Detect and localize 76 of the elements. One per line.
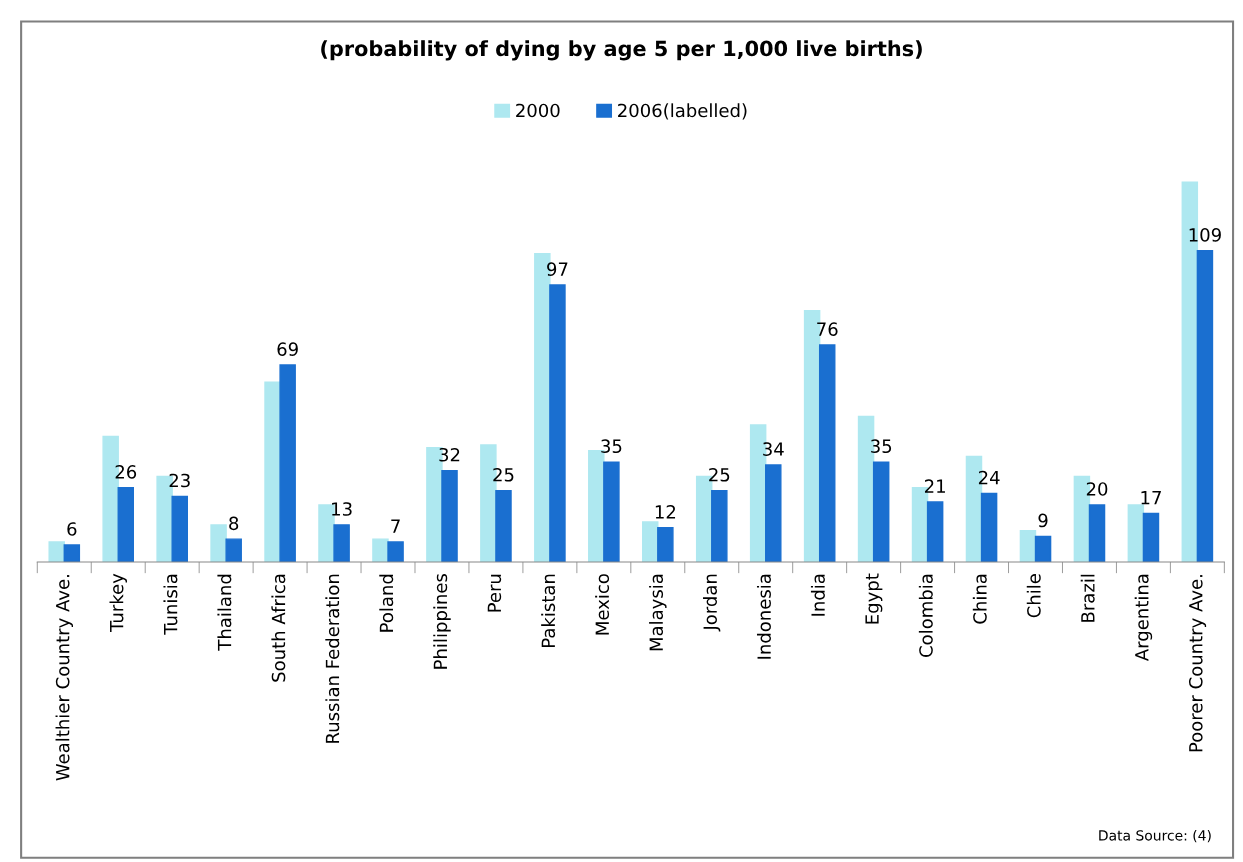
x-tick-label: Pakistan xyxy=(541,574,556,647)
chart-title: (probability of dying by age 5 per 1,000 live births) xyxy=(321,40,922,61)
data-label: 25 xyxy=(493,467,514,482)
bar xyxy=(372,538,389,563)
x-tick-label: Malaysia xyxy=(649,574,667,651)
x-tick-label: Wealthier Country Ave. xyxy=(55,575,74,781)
legend-label: 2006(labelled) xyxy=(618,103,747,120)
x-tick-label: India xyxy=(810,574,825,616)
bar xyxy=(818,344,836,563)
bar xyxy=(603,461,620,563)
x-tick-label: Poorer Country Ave. xyxy=(1188,575,1207,752)
bar xyxy=(225,538,242,563)
bar xyxy=(495,489,512,563)
data-label: 109 xyxy=(1189,228,1221,242)
x-tick-label: China xyxy=(972,574,987,624)
x-tick-label: Russian Federation xyxy=(325,574,340,743)
data-label: 76 xyxy=(817,322,838,336)
data-label: 35 xyxy=(601,439,622,454)
bar xyxy=(441,469,458,563)
data-label: 7 xyxy=(391,519,400,533)
data-label: 12 xyxy=(655,505,676,519)
legend-label: 2000 xyxy=(516,103,560,118)
x-tick-label: Tunisia xyxy=(163,574,178,635)
data-label: 21 xyxy=(924,479,945,493)
x-tick-label: Philippines xyxy=(433,574,451,669)
bar xyxy=(1088,504,1106,563)
bar xyxy=(171,495,188,563)
bar xyxy=(980,492,998,563)
bar xyxy=(1196,250,1214,563)
data-label: 97 xyxy=(547,262,568,276)
data-label: 32 xyxy=(439,447,460,462)
data-label: 8 xyxy=(229,516,239,531)
x-tick-label: Indonesia xyxy=(756,574,771,659)
bar xyxy=(1034,535,1052,563)
data-label: 35 xyxy=(871,439,892,454)
bar xyxy=(657,527,674,563)
bar xyxy=(210,524,227,563)
bar xyxy=(279,364,296,563)
bar xyxy=(765,464,782,563)
bar xyxy=(333,524,350,563)
bar xyxy=(1127,504,1145,563)
source-note: Data Source: (4) xyxy=(1099,829,1211,843)
bar xyxy=(926,501,944,563)
data-label: 23 xyxy=(169,473,190,488)
data-label: 26 xyxy=(115,465,137,479)
data-label: 34 xyxy=(763,442,784,456)
data-label: 13 xyxy=(332,502,352,516)
bar xyxy=(872,461,890,563)
bar xyxy=(1142,512,1160,563)
x-tick-label: Colombia xyxy=(918,574,933,657)
x-tick-label: Jordan xyxy=(703,574,721,632)
bar xyxy=(117,487,135,563)
x-tick-label: Egypt xyxy=(865,573,883,624)
bar xyxy=(641,521,659,563)
data-label: 17 xyxy=(1141,491,1161,505)
bar xyxy=(387,541,404,563)
data-label: 20 xyxy=(1086,482,1108,496)
x-tick-label: Thailand xyxy=(217,574,232,651)
x-tick-label: South Africa xyxy=(271,574,286,682)
data-label: 9 xyxy=(1038,513,1048,528)
x-tick-label: Peru xyxy=(487,574,502,612)
x-tick-label: Chile xyxy=(1026,574,1041,618)
data-label: 69 xyxy=(277,342,298,356)
x-tick-label: Brazil xyxy=(1080,574,1095,622)
bar xyxy=(63,544,81,563)
x-tick-label: Poland xyxy=(379,574,394,632)
data-label: 24 xyxy=(978,470,1000,485)
x-tick-label: Turkey xyxy=(109,573,127,632)
x-tick-label: Argentina xyxy=(1134,574,1153,662)
data-label: 6 xyxy=(67,522,77,536)
bar xyxy=(711,489,728,563)
x-tick-label: Mexico xyxy=(595,574,610,635)
bar xyxy=(264,381,281,563)
bar xyxy=(549,284,566,563)
bar xyxy=(48,541,65,563)
data-label: 25 xyxy=(709,467,730,482)
